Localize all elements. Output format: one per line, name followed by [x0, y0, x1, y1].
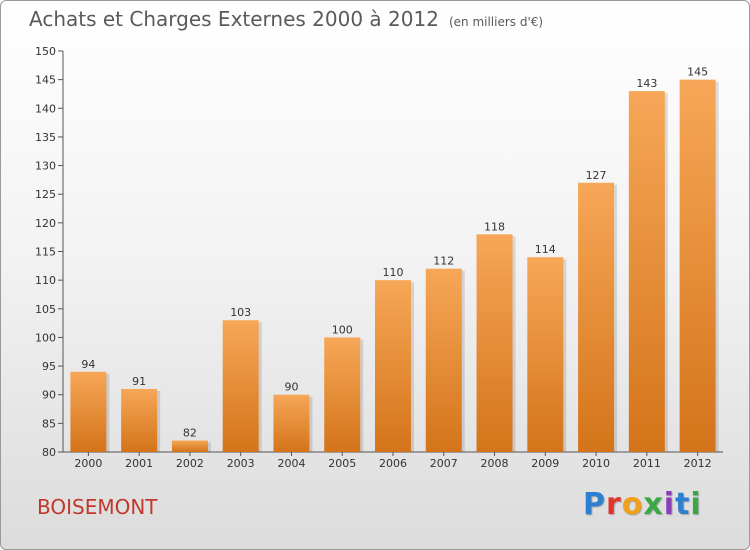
- logo-letter: i: [690, 487, 702, 522]
- data-label: 100: [332, 323, 353, 336]
- x-tick-label: 2008: [481, 457, 509, 470]
- bar-2002: [171, 440, 208, 452]
- bar-2003: [222, 320, 259, 452]
- data-label: 91: [132, 375, 146, 388]
- x-tick-label: 2001: [125, 457, 153, 470]
- x-tick-label: 2002: [176, 457, 204, 470]
- bar-2005: [324, 337, 361, 452]
- commune-name: BOISEMONT: [37, 495, 158, 519]
- chart-title: Achats et Charges Externes 2000 à 2012 (e…: [29, 7, 543, 31]
- logo-letter: x: [643, 487, 664, 522]
- y-tick-label: 140: [35, 102, 56, 115]
- logo-letter: i: [663, 487, 676, 522]
- data-label: 143: [636, 77, 657, 90]
- data-label: 145: [687, 66, 708, 79]
- bar-2011: [628, 91, 665, 452]
- logo-letter: P: [583, 487, 606, 522]
- y-tick-label: 130: [35, 160, 56, 173]
- x-tick-label: 2003: [227, 457, 255, 470]
- y-tick-label: 110: [35, 274, 56, 287]
- axes: 80 85 90 95 100 105 110 115 120 125 130 135 140 145 15…: [35, 45, 723, 459]
- logo-letter: o: [621, 487, 644, 522]
- y-tick-label: 150: [35, 45, 56, 58]
- y-tick-label: 80: [42, 446, 56, 459]
- y-tick-label: 95: [42, 360, 56, 373]
- x-tick-label: 2007: [430, 457, 458, 470]
- bars: 94 2000 91 2001 82 2002 103 2003 90 2004 100 2005 11…: [70, 66, 719, 470]
- proxiti-logo[interactable]: Proxiti: [583, 487, 702, 522]
- y-tick-label: 145: [35, 74, 56, 87]
- x-tick-label: 2005: [328, 457, 356, 470]
- bar-2006: [375, 280, 411, 452]
- x-tick-label: 2011: [633, 457, 661, 470]
- data-label: 82: [183, 427, 197, 440]
- data-label: 118: [484, 220, 505, 233]
- bar-2010: [578, 182, 615, 452]
- y-tick-label: 100: [35, 331, 56, 344]
- data-label: 127: [586, 169, 607, 182]
- x-tick-label: 2009: [531, 457, 559, 470]
- y-tick-label: 90: [42, 389, 56, 402]
- bar-2000: [70, 371, 107, 452]
- bar-2012: [679, 79, 716, 453]
- chart-subtitle: (en milliers d'€): [448, 15, 544, 29]
- data-label: 94: [81, 358, 95, 371]
- bar-2007: [425, 268, 462, 452]
- y-tick-label: 135: [35, 131, 56, 144]
- data-label: 103: [230, 306, 251, 319]
- logo-letter: t: [675, 487, 691, 522]
- bar-2009: [527, 257, 564, 452]
- y-tick-label: 115: [35, 246, 56, 259]
- x-tick-label: 2006: [379, 457, 407, 470]
- y-tick-label: 125: [35, 188, 56, 201]
- bar-2001: [121, 388, 158, 452]
- y-tick-label: 85: [42, 417, 56, 430]
- data-label: 114: [535, 243, 556, 256]
- y-tick-label: 120: [35, 217, 56, 230]
- data-label: 90: [284, 381, 298, 394]
- x-tick-label: 2000: [74, 457, 102, 470]
- x-tick-label: 2010: [582, 457, 610, 470]
- bar-2008: [476, 234, 513, 452]
- title-text: Achats et Charges Externes 2000 à 2012: [29, 7, 439, 31]
- logo-letter: r: [606, 487, 622, 522]
- data-label: 112: [433, 255, 454, 268]
- data-label: 110: [383, 266, 404, 279]
- x-tick-label: 2012: [684, 457, 712, 470]
- bar-2004: [273, 394, 310, 452]
- x-tick-label: 2004: [277, 457, 305, 470]
- y-tick-label: 105: [35, 303, 56, 316]
